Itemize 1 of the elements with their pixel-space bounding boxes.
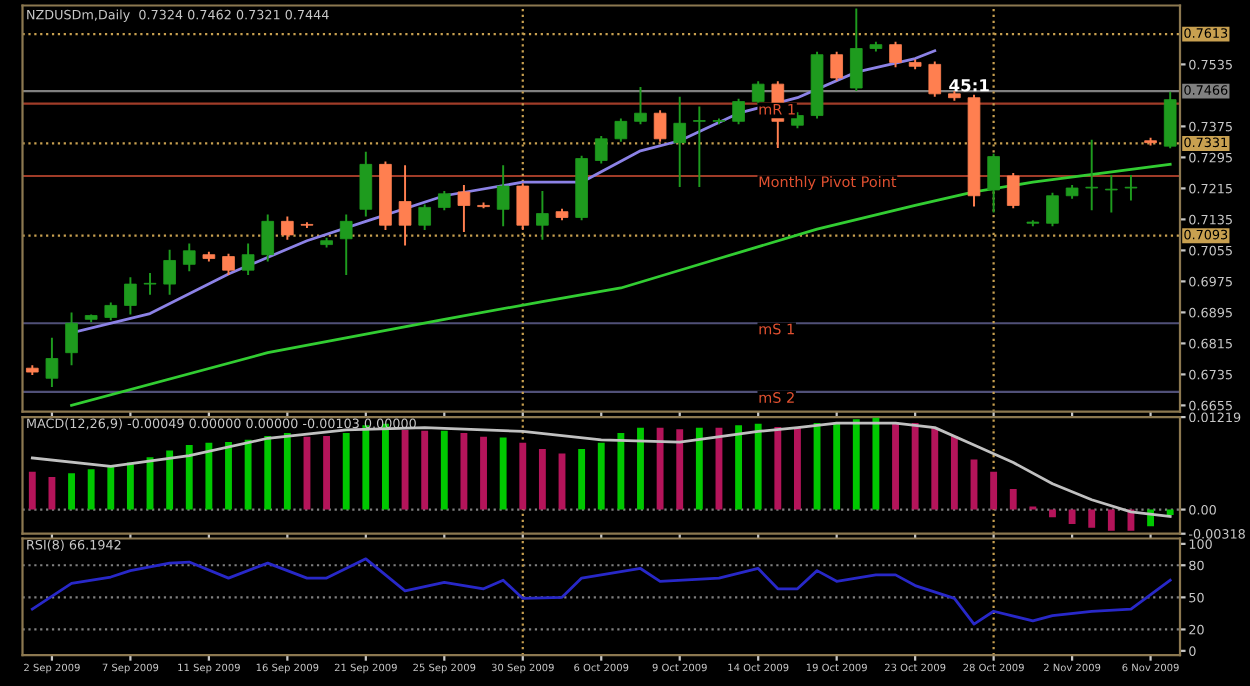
annotation: 45:1: [949, 79, 989, 92]
